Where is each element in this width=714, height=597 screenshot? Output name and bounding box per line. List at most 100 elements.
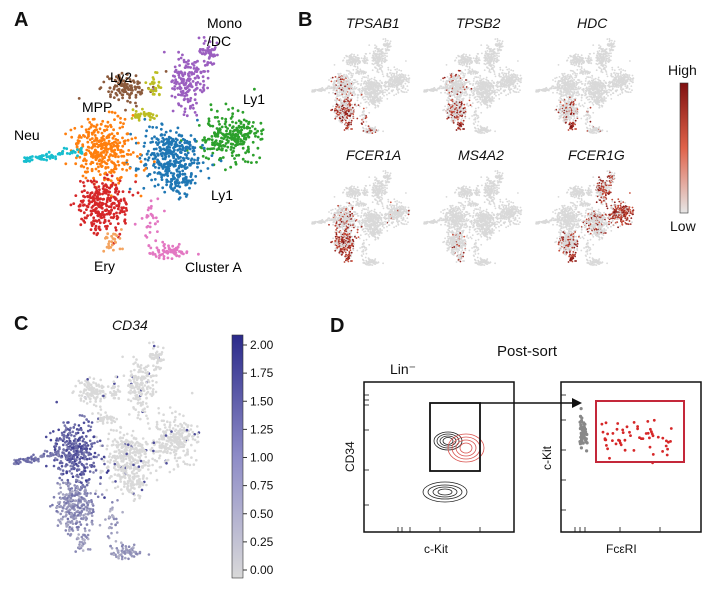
expr-point-1 [490, 102, 493, 104]
expr-point-1 [508, 68, 510, 70]
expr-point-1 [501, 40, 504, 43]
expr-point-1 [481, 78, 483, 81]
expr-point-1 [461, 78, 463, 81]
expr-point-0 [386, 93, 388, 96]
umap-point-ly1a [211, 124, 215, 128]
umap-point-ery [112, 195, 116, 199]
expr-point-0 [390, 73, 393, 76]
expr-point-1 [477, 81, 479, 83]
expr-point-1 [490, 99, 493, 101]
expr-point-0 [371, 129, 373, 132]
expr-point-1 [512, 79, 514, 82]
expr-point-0 [340, 88, 343, 91]
umap-point-clA [161, 240, 165, 244]
umap-point-mpp [80, 125, 84, 128]
expr-point-0 [404, 88, 407, 90]
expr-point-0 [388, 92, 390, 95]
umap-point-clA [177, 254, 181, 258]
umap-point-neu [34, 155, 38, 159]
umap-point-mono [186, 97, 190, 101]
expr-point-1 [493, 62, 495, 64]
expr-point-1 [481, 52, 483, 55]
umap-point-mpp [107, 139, 111, 143]
umap-point-ly1a [208, 147, 212, 151]
umap-point-mpp [121, 167, 124, 171]
expr-point-1 [492, 85, 494, 88]
expr-point-0 [337, 78, 340, 81]
umap-point-eryt [113, 240, 117, 244]
umap-point-eryt [102, 249, 106, 253]
expr-point-0 [403, 91, 406, 94]
umap-point-ly1b [181, 148, 184, 152]
expr-point-1 [517, 60, 519, 62]
umap-point-ly1a [241, 146, 245, 150]
umap-point-mpp [93, 139, 96, 143]
expr-point-0 [364, 52, 367, 55]
umap-point-ery [110, 203, 114, 206]
umap-point-mpp [103, 147, 107, 150]
expr-point-0 [342, 82, 345, 85]
umap-point-ly1b [177, 181, 181, 185]
umap-point-clA [176, 245, 180, 249]
umap-point-mono [212, 53, 216, 57]
expr-point-1 [500, 49, 503, 51]
umap-point-ly1a [208, 137, 211, 141]
expr-point-0 [361, 111, 364, 114]
expr-point-0 [384, 48, 387, 50]
expr-point-0 [352, 92, 354, 94]
umap-point-ery [119, 199, 123, 203]
umap-point-ly1b [196, 156, 200, 160]
expr-point-0 [378, 50, 380, 53]
umap-point-neu [23, 160, 26, 163]
umap-point-mpp [137, 141, 140, 145]
expr-point-0 [369, 129, 372, 131]
umap-point-mono [187, 74, 191, 78]
umap-point-mpp [93, 144, 97, 148]
umap-point-ery [97, 226, 101, 230]
expr-point-0 [346, 101, 349, 104]
expr-point-0 [380, 85, 382, 88]
expr-point-1 [514, 76, 516, 78]
umap-point-mono [185, 93, 189, 97]
expr-point-0 [351, 106, 354, 109]
umap-point-ery [121, 206, 124, 210]
umap-point-ly2 [109, 93, 112, 96]
umap-point-clA [172, 251, 176, 255]
umap-point-ery [95, 233, 99, 237]
umap-point-ery [117, 201, 121, 205]
expr-point-0 [382, 38, 385, 40]
expr-point-0 [371, 56, 374, 59]
umap-point-mpp [75, 145, 79, 149]
expr-point-0 [334, 109, 336, 112]
umap-point-ery [95, 180, 98, 184]
umap-point-clA [153, 253, 157, 256]
umap-point-mono [178, 85, 182, 88]
expr-point-1 [474, 76, 476, 78]
umap-point-mpp [106, 120, 110, 124]
umap-point-ly1b [196, 118, 199, 122]
expr-point-0 [397, 92, 400, 94]
umap-point-ery [114, 226, 117, 230]
umap-point-ly1a [218, 144, 221, 148]
umap-point-mono [203, 39, 207, 43]
umap-point-mpp [92, 176, 95, 180]
umap-point-mpp [139, 194, 143, 198]
umap-point-mono [187, 59, 190, 63]
umap-point-ly1b [188, 147, 192, 151]
umap-point-ly1a [213, 116, 217, 119]
gene-title-fcer1a: FCER1A [346, 147, 401, 163]
umap-point-ly1a [215, 127, 219, 130]
umap-point-ery [86, 214, 89, 218]
umap-point-olive [147, 87, 151, 91]
umap-point-olive [134, 114, 137, 117]
umap-point-ly1b [145, 129, 149, 133]
expr-point-1 [484, 91, 487, 94]
umap-point-ery [103, 188, 107, 192]
umap-point-ly1b [174, 164, 177, 168]
umap-point-ly1a [231, 120, 234, 124]
umap-point-olive [142, 110, 146, 114]
expr-point-1 [490, 87, 492, 89]
umap-point-mpp [118, 141, 122, 145]
umap-point-ly1b [171, 154, 175, 158]
umap-point-mpp [108, 133, 111, 137]
